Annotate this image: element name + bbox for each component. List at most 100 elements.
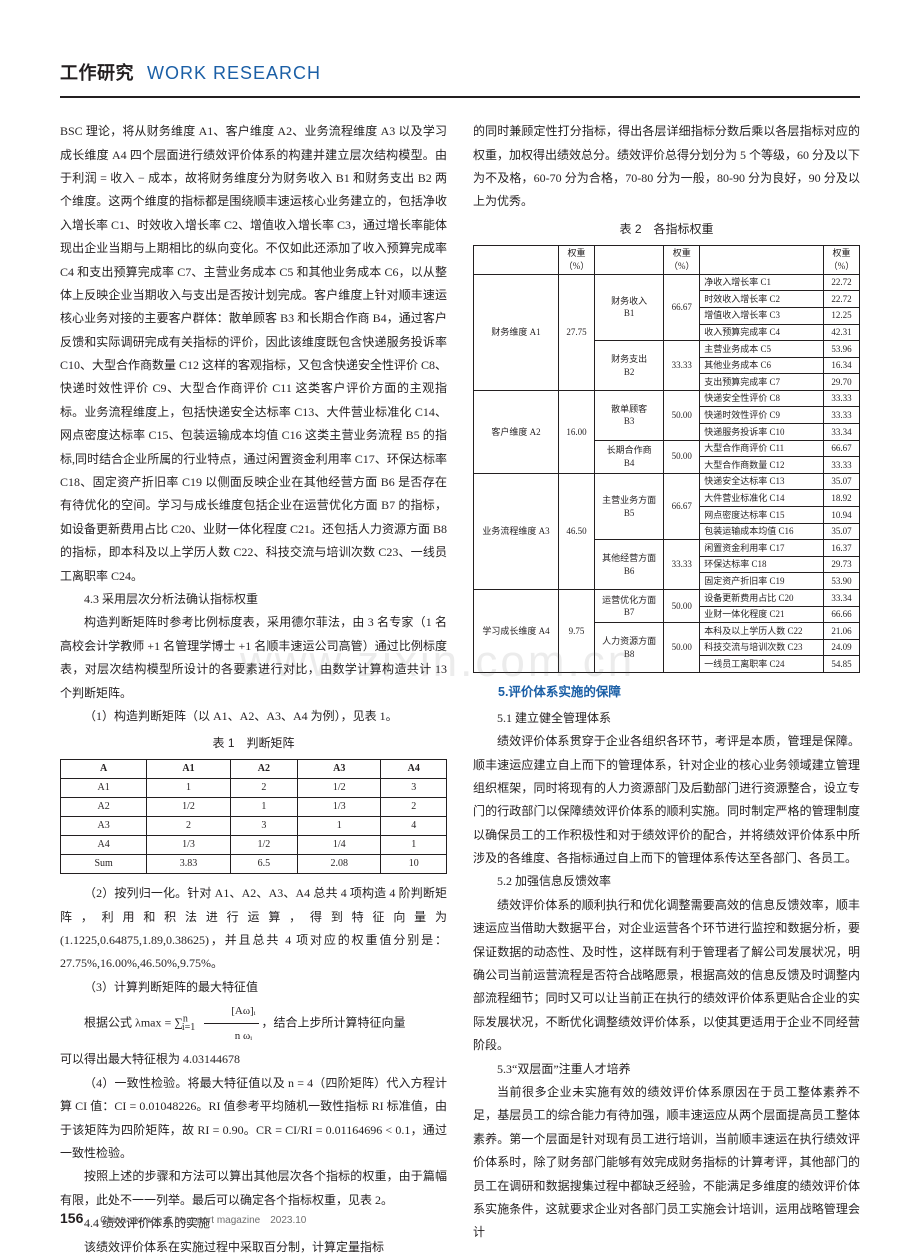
table2-c-cell: 固定资产折旧率 C19 bbox=[700, 573, 824, 590]
table2-b-cell: 散单顾客B3 bbox=[594, 390, 663, 440]
table2-c-cell: 主营业务成本 C5 bbox=[700, 341, 824, 358]
heading-5-3: 5.3“双层面”注重人才培养 bbox=[473, 1058, 860, 1081]
table2-c-cell: 大型合作商评价 C11 bbox=[700, 440, 824, 457]
table2-c-cell: 包装运输成本均值 C16 bbox=[700, 523, 824, 540]
formula-lower: i=1 bbox=[182, 1022, 195, 1033]
formula-suffix: ，结合上步所计算特征向量 bbox=[262, 1016, 406, 1030]
table2-header-cell: 权重（%） bbox=[664, 245, 700, 274]
table2-c-weight: 12.25 bbox=[824, 307, 860, 324]
table2-c-weight: 35.07 bbox=[824, 523, 860, 540]
table2-b-cell: 长期合作商B4 bbox=[594, 440, 663, 473]
table2-a-cell: 财务维度 A1 bbox=[474, 274, 559, 390]
table2-c-cell: 环保达标率 C18 bbox=[700, 556, 824, 573]
table1-cell: 3.83 bbox=[147, 855, 230, 874]
table2-c-cell: 净收入增长率 C1 bbox=[700, 274, 824, 291]
table1-cell: 1/4 bbox=[298, 836, 381, 855]
table1-cell: 1/2 bbox=[147, 798, 230, 817]
table2-c-cell: 快递服务投诉率 C10 bbox=[700, 424, 824, 441]
table2-c-weight: 21.06 bbox=[824, 623, 860, 640]
table2-a-cell: 学习成长维度 A4 bbox=[474, 590, 559, 673]
table1-cell: 1 bbox=[381, 836, 447, 855]
header-title-cn: 工作研究 bbox=[60, 63, 134, 83]
formula-prefix: 根据公式 λmax = ∑ bbox=[84, 1016, 183, 1030]
table1-cell: 1/3 bbox=[298, 798, 381, 817]
table1-cell: A3 bbox=[61, 817, 147, 836]
table2-c-cell: 快递时效性评价 C9 bbox=[700, 407, 824, 424]
table2-c-weight: 33.33 bbox=[824, 457, 860, 474]
table2-weights: 权重（%）权重（%）权重（%）财务维度 A127.75财务收入B166.67净收… bbox=[473, 245, 860, 673]
table1-header-cell: A bbox=[61, 760, 147, 779]
table1-cell: 1/3 bbox=[147, 836, 230, 855]
fraction-denominator: n ωᵢ bbox=[204, 1024, 258, 1048]
table2-c-weight: 33.33 bbox=[824, 407, 860, 424]
table1-cell: 2.08 bbox=[298, 855, 381, 874]
table2-c-cell: 业财一体化程度 C21 bbox=[700, 606, 824, 623]
table1-header-cell: A4 bbox=[381, 760, 447, 779]
table2-c-weight: 53.96 bbox=[824, 341, 860, 358]
table2-c-weight: 16.37 bbox=[824, 540, 860, 557]
para-4-4: 该绩效评价体系在实施过程中采取百分制，计算定量指标 bbox=[60, 1236, 447, 1259]
table2-c-weight: 29.70 bbox=[824, 374, 860, 391]
table2-c-weight: 16.34 bbox=[824, 357, 860, 374]
table2-c-cell: 快递安全性评价 C8 bbox=[700, 390, 824, 407]
table1-cell: 3 bbox=[230, 817, 297, 836]
table2-c-weight: 53.90 bbox=[824, 573, 860, 590]
table1-cell: 2 bbox=[147, 817, 230, 836]
table1-cell: A4 bbox=[61, 836, 147, 855]
table2-b-weight: 66.67 bbox=[664, 274, 700, 340]
table2-c-cell: 闲置资金利用率 C17 bbox=[700, 540, 824, 557]
fraction-numerator: [Aω]ᵢ bbox=[204, 999, 258, 1024]
table2-c-weight: 22.72 bbox=[824, 291, 860, 308]
table1-judgment-matrix: AA1A2A3A4A1121/23A21/211/32A32314A41/31/… bbox=[60, 759, 447, 874]
page-header: 工作研究 WORK RESEARCH bbox=[60, 56, 860, 98]
table1-cell: 2 bbox=[381, 798, 447, 817]
table1-cell: 1/2 bbox=[230, 836, 297, 855]
table2-a-cell: 业务流程维度 A3 bbox=[474, 473, 559, 589]
table2-b-cell: 主营业务方面B5 bbox=[594, 473, 663, 539]
table2-a-cell: 客户维度 A2 bbox=[474, 390, 559, 473]
table2-c-cell: 支出预算完成率 C7 bbox=[700, 374, 824, 391]
table2-a-weight: 27.75 bbox=[559, 274, 595, 390]
table2-header-cell bbox=[700, 245, 824, 274]
header-title-en: WORK RESEARCH bbox=[147, 63, 321, 83]
formula-fraction: [Aω]ᵢ n ωᵢ bbox=[204, 999, 258, 1048]
table2-c-weight: 66.66 bbox=[824, 606, 860, 623]
table2-c-weight: 66.67 bbox=[824, 440, 860, 457]
table2-b-weight: 33.33 bbox=[664, 341, 700, 391]
table2-b-cell: 财务支出B2 bbox=[594, 341, 663, 391]
table2-b-cell: 人力资源方面B8 bbox=[594, 623, 663, 673]
table2-b-weight: 66.67 bbox=[664, 473, 700, 539]
table2-c-weight: 22.72 bbox=[824, 274, 860, 291]
table2-b-weight: 50.00 bbox=[664, 590, 700, 623]
table2-c-weight: 18.92 bbox=[824, 490, 860, 507]
table2-b-cell: 运营优化方面B7 bbox=[594, 590, 663, 623]
heading-4-3: 4.3 采用层次分析法确认指标权重 bbox=[60, 588, 447, 611]
table2-c-cell: 大型合作商数量 C12 bbox=[700, 457, 824, 474]
table1-cell: A2 bbox=[61, 798, 147, 817]
table2-b-cell: 财务收入B1 bbox=[594, 274, 663, 340]
table2-b-weight: 50.00 bbox=[664, 390, 700, 440]
right-column: 的同时兼顾定性打分指标，得出各层详细指标分数后乘以各层指标对应的权重，加权得出绩… bbox=[473, 120, 860, 1259]
table1-header-cell: A2 bbox=[230, 760, 297, 779]
content-columns: BSC 理论，将从财务维度 A1、客户维度 A2、业务流程维度 A3 以及学习成… bbox=[60, 120, 860, 1259]
table2-header-cell bbox=[594, 245, 663, 274]
list-item-4: （4）一致性检验。将最大特征值以及 n = 4（四阶矩阵）代入方程计算 CI 值… bbox=[60, 1072, 447, 1166]
table1-header-cell: A1 bbox=[147, 760, 230, 779]
table2-c-weight: 33.34 bbox=[824, 590, 860, 607]
table2-c-weight: 24.09 bbox=[824, 639, 860, 656]
table2-c-cell: 大件营业标准化 C14 bbox=[700, 490, 824, 507]
table2-b-weight: 50.00 bbox=[664, 623, 700, 673]
table2-c-cell: 一线员工离职率 C24 bbox=[700, 656, 824, 673]
table1-cell: 1 bbox=[298, 817, 381, 836]
table2-c-weight: 33.34 bbox=[824, 424, 860, 441]
table2-a-weight: 46.50 bbox=[559, 473, 595, 589]
table2-c-weight: 10.94 bbox=[824, 507, 860, 524]
table1-cell: 6.5 bbox=[230, 855, 297, 874]
para-5-3: 当前很多企业未实施有效的绩效评价体系原因在于员工整体素养不足，基层员工的综合能力… bbox=[473, 1081, 860, 1245]
table2-c-cell: 收入预算完成率 C4 bbox=[700, 324, 824, 341]
table2-b-weight: 33.33 bbox=[664, 540, 700, 590]
table1-cell: Sum bbox=[61, 855, 147, 874]
table2-c-weight: 35.07 bbox=[824, 473, 860, 490]
table2-c-cell: 科技交流与培训次数 C23 bbox=[700, 639, 824, 656]
section-5-title: 5.评价体系实施的保障 bbox=[473, 681, 860, 705]
